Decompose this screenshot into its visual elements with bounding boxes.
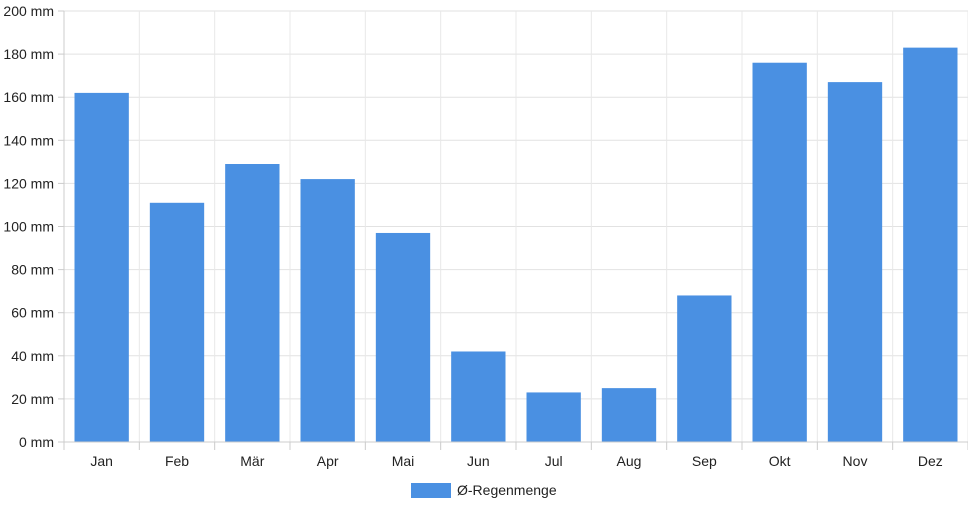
y-tick-label: 200 mm — [3, 3, 54, 19]
x-tick-label: Mär — [240, 453, 264, 469]
bar-jan[interactable] — [74, 92, 129, 442]
y-tick-label: 60 mm — [11, 305, 54, 321]
y-tick-label: 180 mm — [3, 46, 54, 62]
x-tick-label: Sep — [692, 453, 717, 469]
y-tick-label: 20 mm — [11, 391, 54, 407]
bar-okt[interactable] — [752, 62, 807, 442]
y-axis-labels: 0 mm 20 mm 40 mm 60 mm 80 mm 100 mm 120 mm 140 … — [3, 3, 54, 450]
y-tick-label: 80 mm — [11, 262, 54, 278]
bar-feb[interactable] — [149, 202, 205, 442]
bar-sep[interactable] — [677, 295, 732, 442]
bar-aug[interactable] — [601, 388, 657, 442]
x-tick-label: Apr — [317, 453, 339, 469]
y-tick-label: 160 mm — [3, 89, 54, 105]
axes — [58, 10, 968, 450]
y-tick-label: 120 mm — [3, 175, 54, 191]
x-tick-label: Mai — [392, 453, 415, 469]
legend-swatch — [411, 483, 451, 498]
bars — [74, 47, 958, 443]
y-tick-label: 140 mm — [3, 132, 54, 148]
bar-jul[interactable] — [526, 392, 581, 442]
bar-nov[interactable] — [827, 82, 883, 443]
x-tick-label: Aug — [617, 453, 642, 469]
x-tick-label: Dez — [918, 453, 943, 469]
x-tick-label: Jun — [467, 453, 490, 469]
bar-apr[interactable] — [300, 179, 355, 442]
legend[interactable]: Ø-Regenmenge — [411, 482, 557, 498]
x-tick-label: Okt — [769, 453, 791, 469]
x-axis-labels: Jan Feb Mär Apr Mai Jun Jul Aug Sep Okt Nov Dez — [90, 453, 942, 469]
gridlines — [64, 10, 968, 442]
bar-mai[interactable] — [375, 232, 431, 442]
bar-jun[interactable] — [451, 351, 506, 442]
bar-dez[interactable] — [903, 47, 958, 442]
y-tick-label: 100 mm — [3, 219, 54, 235]
x-tick-label: Nov — [843, 453, 868, 469]
y-tick-label: 0 mm — [19, 434, 54, 450]
x-tick-label: Jan — [90, 453, 113, 469]
x-tick-label: Jul — [545, 453, 563, 469]
x-tick-label: Feb — [165, 453, 189, 469]
legend-label: Ø-Regenmenge — [457, 482, 557, 498]
y-tick-label: 40 mm — [11, 348, 54, 364]
bar-mär[interactable] — [225, 164, 280, 442]
